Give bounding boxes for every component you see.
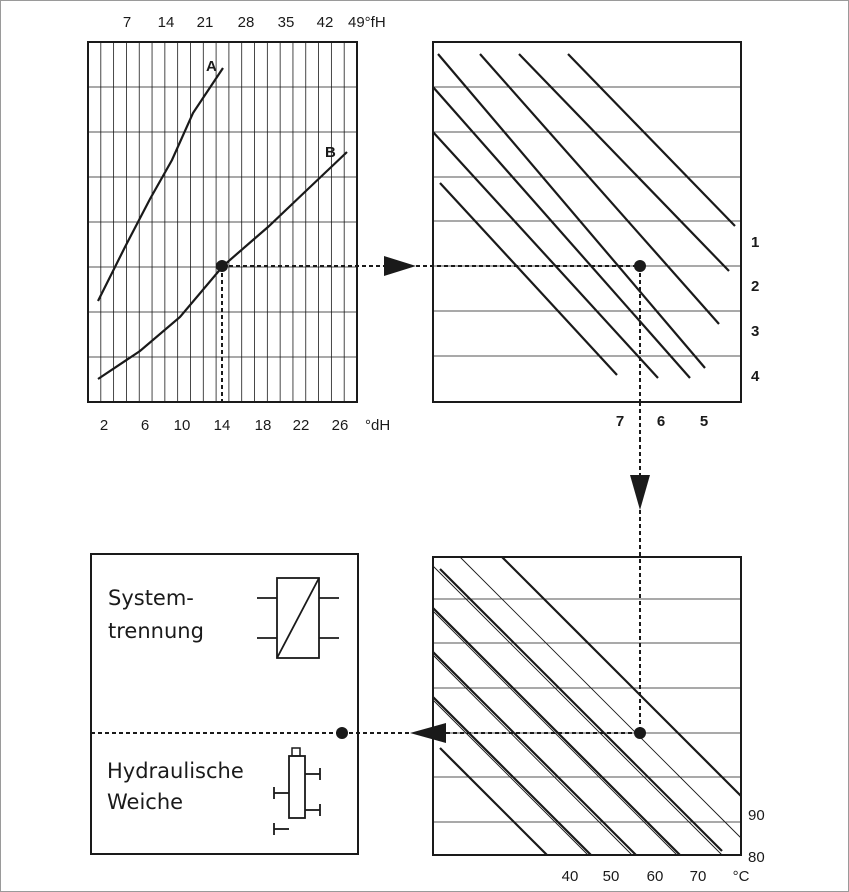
point-marker: [634, 727, 646, 739]
dh-tick: 26: [332, 417, 349, 434]
thin-diagonal: [432, 654, 633, 856]
row-label: 1: [751, 234, 759, 251]
row-label: 2: [751, 278, 759, 295]
temperature-x-tick: 40: [562, 868, 579, 885]
point-marker: [216, 260, 228, 272]
diagonal-line: [437, 53, 706, 369]
row-label: 3: [751, 323, 759, 340]
thick-diagonal: [432, 651, 637, 856]
thick-diagonal: [432, 607, 681, 856]
hardness-chart-grid: [88, 42, 357, 402]
temperature-thin-diagonals: [432, 556, 742, 856]
dh-tick: 6: [141, 417, 149, 434]
result-box: System- trennung Hydraulische Weiche: [90, 553, 359, 855]
temperature-x-tick: 60: [647, 868, 664, 885]
thick-diagonal: [432, 696, 592, 856]
hydraulic-switch-icon: [273, 747, 321, 835]
thick-diagonal: [501, 556, 742, 797]
row-label: 4: [751, 368, 760, 385]
curve-a: [97, 67, 224, 302]
result-box-frame: [90, 553, 359, 855]
fh-tick: 49°fH: [348, 14, 386, 31]
thin-diagonal: [459, 556, 742, 839]
option-system-separation-line1: System-: [108, 586, 194, 610]
dh-tick: °dH: [365, 417, 390, 434]
point-marker: [336, 727, 348, 739]
fh-tick: 35: [278, 14, 295, 31]
dh-tick: 22: [293, 417, 310, 434]
col-label: 6: [657, 413, 665, 430]
temperature-right-label: 80: [748, 849, 765, 866]
fh-tick: 21: [197, 14, 214, 31]
option-hydraulic-switch-line1: Hydraulische: [107, 759, 244, 783]
thick-diagonal: [439, 747, 548, 856]
curve-a-label: A: [206, 58, 217, 75]
thick-diagonal: [439, 568, 723, 852]
diagonal-line: [432, 86, 691, 379]
temperature-x-tick: 50: [603, 868, 620, 885]
diagonal-line: [432, 131, 659, 379]
curve-b-label: B: [325, 144, 336, 161]
option-system-separation-line2: trennung: [108, 619, 204, 643]
volume-chart-grid: [433, 86, 741, 357]
fh-axis-labels: 7 14 21 28 35 42 49°fH: [123, 14, 386, 31]
fh-tick: 14: [158, 14, 175, 31]
arrow-right-icon: [384, 256, 416, 276]
arrow-left-icon: [410, 723, 446, 743]
volume-chart-frame: [432, 41, 742, 403]
temperature-thick-diagonals: [432, 556, 742, 856]
point-marker: [634, 260, 646, 272]
fh-tick: 28: [238, 14, 255, 31]
temperature-chart: 40 50 60 70 °C 90 80: [432, 556, 765, 885]
diagonal-line: [439, 182, 618, 376]
col-label: 5: [700, 413, 708, 430]
fh-tick: 42: [317, 14, 334, 31]
hardness-chart: A B 7 14 21 28 35 42 49°fH 2 6 10 14 18 …: [87, 14, 390, 434]
temperature-x-tick: 70: [690, 868, 707, 885]
temperature-chart-frame: [432, 556, 742, 856]
selection-path: [91, 256, 650, 743]
temperature-x-tick: °C: [733, 868, 750, 885]
diagonal-line: [567, 53, 736, 227]
volume-chart-diagonals: [432, 53, 736, 379]
diagonal-line: [518, 53, 730, 272]
thin-diagonal: [432, 565, 723, 856]
option-hydraulic-switch-line2: Weiche: [107, 790, 183, 814]
thin-diagonal: [432, 699, 589, 856]
dh-tick: 14: [214, 417, 231, 434]
temperature-right-label: 90: [748, 807, 765, 824]
volume-chart: 1 2 3 4 7 6 5: [432, 41, 760, 430]
dh-tick: 10: [174, 417, 191, 434]
heat-exchanger-icon: [257, 577, 339, 659]
arrow-down-icon: [630, 475, 650, 510]
dh-tick: 18: [255, 417, 272, 434]
col-label: 7: [616, 413, 624, 430]
dh-tick: 2: [100, 417, 108, 434]
diagonal-line: [479, 53, 720, 325]
dh-axis-labels: 2 6 10 14 18 22 26 °dH: [100, 417, 390, 434]
fh-tick: 7: [123, 14, 131, 31]
